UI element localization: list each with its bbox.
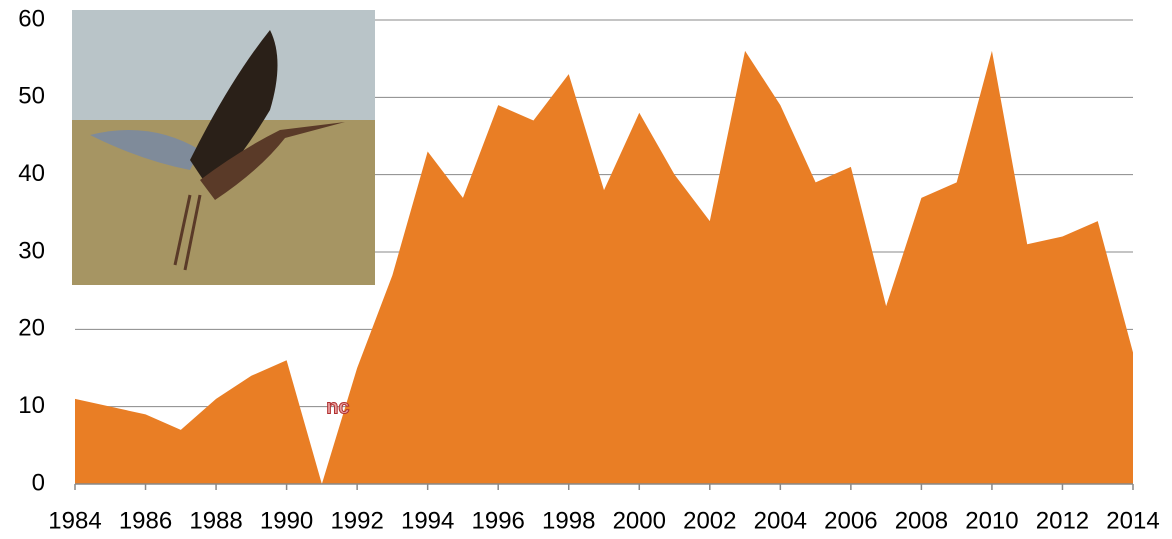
x-tick-label: 2010: [965, 507, 1018, 534]
x-tick-label: 2000: [613, 507, 666, 534]
x-tick-label: 1986: [119, 507, 172, 534]
y-tick-label: 60: [18, 5, 45, 32]
y-tick-label: 0: [32, 469, 45, 496]
x-tick-label: 1990: [260, 507, 313, 534]
y-tick-label: 10: [18, 392, 45, 419]
x-tick-label: 2004: [754, 507, 807, 534]
x-tick-label: 1996: [472, 507, 525, 534]
y-tick-label: 40: [18, 160, 45, 187]
x-tick-label: 2014: [1106, 507, 1159, 534]
y-tick-label: 30: [18, 237, 45, 264]
x-tick-label: 1988: [189, 507, 242, 534]
plot-area: 0 10 20 30 40 50 60 1984 1986 1988 1990 1992 1994 199…: [18, 5, 1159, 534]
area: [75, 50, 1133, 484]
x-tick-label: 1998: [542, 507, 595, 534]
photo-body: [200, 122, 345, 200]
x-tick-label: 2006: [824, 507, 877, 534]
y-tick-label: 50: [18, 83, 45, 110]
photo-wing: [90, 130, 200, 170]
photo: [72, 10, 375, 285]
photo-wing: [190, 30, 278, 190]
y-tick-label: 20: [18, 315, 45, 342]
annotation: nc: [326, 396, 349, 418]
x-tick-label: 1984: [48, 507, 101, 534]
x-tick-label: 2008: [895, 507, 948, 534]
photo-legs: [173, 194, 202, 271]
x-tick-label: 1994: [401, 507, 454, 534]
x-tick-label: 1992: [330, 507, 383, 534]
x-tick-label: 2002: [683, 507, 736, 534]
x-tick-label: 2012: [1036, 507, 1089, 534]
